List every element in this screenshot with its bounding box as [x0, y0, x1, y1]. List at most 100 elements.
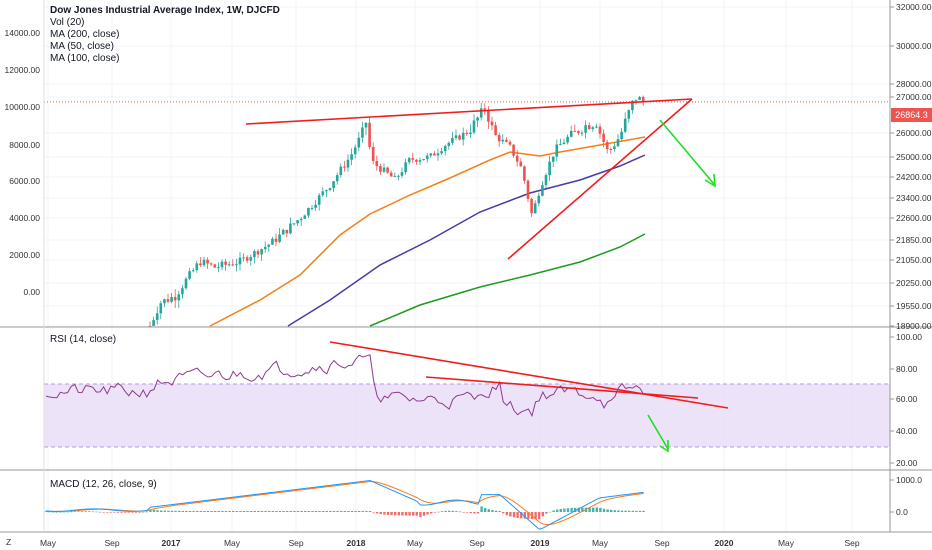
macd-bar — [116, 512, 120, 513]
candle — [620, 131, 623, 140]
macd-bar — [383, 512, 386, 515]
macd-bar — [142, 511, 145, 513]
macd-bar — [260, 510, 264, 512]
macd-bar — [59, 511, 62, 513]
macd-bar — [311, 510, 314, 512]
candle — [152, 320, 155, 326]
macd-bar — [458, 511, 462, 513]
time-tick-label: May — [40, 538, 57, 548]
candle — [195, 263, 199, 271]
macd-bar — [520, 512, 523, 519]
candle — [461, 132, 465, 140]
chart-title: Dow Jones Industrial Average Index, 1W, … — [50, 5, 280, 16]
candle — [616, 139, 620, 147]
macd-bar — [98, 511, 102, 513]
candle — [512, 144, 515, 156]
macd-bar — [401, 512, 404, 516]
macd-bar — [538, 512, 541, 520]
macd-bar — [347, 510, 350, 512]
price-tick-label: 25000.00 — [896, 152, 932, 162]
candle — [548, 161, 551, 176]
macd-bar — [419, 512, 422, 518]
macd-bar — [437, 511, 440, 513]
macd-bar — [134, 512, 138, 513]
macd-bar — [286, 510, 289, 512]
macd-bar — [210, 510, 213, 512]
candle — [371, 147, 375, 162]
candle — [519, 161, 523, 167]
time-tick-label: 2020 — [715, 538, 734, 548]
rsi-arrow-shaft — [647, 414, 669, 450]
candle — [508, 141, 512, 145]
left-tick-label: 8000.00 — [9, 140, 40, 150]
macd-bar — [163, 510, 166, 512]
moving-averages — [209, 136, 646, 327]
candle — [533, 203, 537, 214]
macd-bar — [203, 510, 206, 512]
candle — [245, 257, 249, 261]
macd-bar — [505, 512, 508, 516]
candle — [389, 172, 393, 177]
macd-bar — [80, 511, 84, 512]
macd-bar — [628, 510, 631, 512]
rsi-band — [44, 384, 890, 447]
pane-dividers — [0, 0, 932, 533]
indicator-ma100[interactable]: MA (100, close) — [50, 53, 120, 64]
candle — [343, 166, 346, 168]
macd-bar — [480, 506, 483, 512]
candle — [631, 100, 634, 111]
candle — [569, 130, 573, 137]
candle — [429, 153, 433, 156]
macd-label[interactable]: MACD (12, 26, close, 9) — [50, 479, 157, 490]
candle — [515, 155, 519, 162]
macd-bar — [174, 510, 177, 512]
candle — [407, 158, 411, 163]
ma200-line — [369, 233, 646, 327]
candle — [397, 175, 400, 177]
macd-bar — [109, 512, 112, 513]
trend-drawings — [245, 98, 729, 453]
candle — [368, 122, 371, 148]
indicator-ma200[interactable]: MA (200, close) — [50, 29, 120, 40]
macd-bar — [433, 512, 436, 513]
macd-bar — [577, 507, 580, 512]
candle — [638, 96, 641, 100]
macd-bar — [469, 512, 472, 514]
candle — [253, 251, 256, 258]
candle — [332, 181, 335, 189]
candle — [173, 297, 177, 301]
time-tick-label: 2018 — [347, 538, 366, 548]
time-tick-label: Sep — [288, 538, 303, 548]
rsi-tick-label: 100.00 — [896, 332, 922, 342]
candle — [598, 126, 602, 134]
candle — [206, 259, 209, 264]
candle — [224, 261, 227, 265]
macd-bar — [473, 512, 476, 514]
macd-bar — [563, 508, 566, 512]
macd-bar — [192, 510, 195, 512]
rsi-label[interactable]: RSI (14, close) — [50, 334, 117, 345]
candle — [566, 136, 569, 143]
candle — [634, 99, 638, 101]
indicator-vol[interactable]: Vol (20) — [50, 17, 85, 28]
candle — [577, 131, 580, 134]
indicator-ma50[interactable]: MA (50, close) — [50, 41, 114, 52]
time-tick-label: Sep — [654, 538, 669, 548]
candle — [559, 144, 562, 146]
candle — [602, 133, 605, 142]
macd-bar — [181, 510, 184, 512]
macd-bar — [239, 510, 242, 512]
candle — [541, 185, 544, 196]
candles — [148, 95, 645, 327]
macd-bar — [268, 510, 271, 512]
candle — [238, 257, 242, 265]
price-tick-label: 19550.00 — [896, 301, 932, 311]
candle — [317, 195, 321, 205]
candle — [209, 263, 213, 265]
candle — [163, 299, 166, 304]
macd-bar — [498, 511, 501, 512]
macd-bar — [214, 510, 217, 512]
macd-bar — [70, 511, 73, 513]
candle — [555, 144, 559, 157]
time-tick-label: May — [407, 538, 424, 548]
